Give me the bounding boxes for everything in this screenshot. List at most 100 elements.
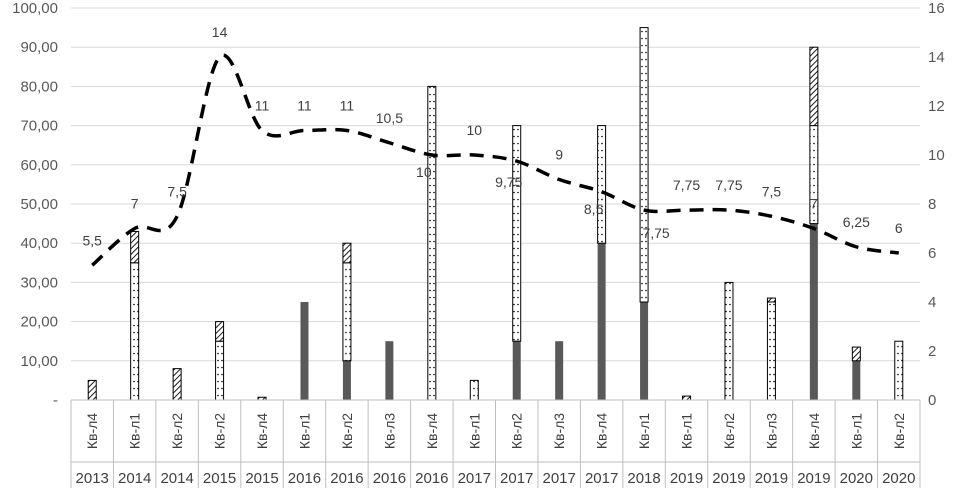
x-category-label: Кв-л2 (891, 413, 907, 449)
x-year-label: 2018 (627, 470, 660, 487)
rate-series-line (91, 53, 900, 267)
y2-tick-label: 8 (928, 196, 936, 213)
y2-tick-label: 6 (928, 245, 936, 262)
rate-data-label: 7,75 (673, 177, 700, 193)
x-year-label: 2019 (670, 470, 703, 487)
y-tick-label: 80,00 (20, 78, 58, 95)
x-year-label: 2016 (373, 470, 406, 487)
y-tick-label: 10,00 (20, 353, 58, 370)
rate-data-label: 9 (555, 147, 563, 163)
hatched-bar (215, 321, 225, 342)
y-tick-label: 100,00 (12, 0, 58, 17)
x-year-label: 2017 (585, 470, 618, 487)
solid-bar (342, 360, 351, 400)
y2-tick-label: 14 (928, 49, 945, 66)
solid-bar (300, 302, 309, 400)
y-tick-label: 70,00 (20, 118, 58, 135)
x-year-label: 2015 (245, 470, 278, 487)
y-tick-label: 20,00 (20, 314, 58, 331)
rate-data-label: 11 (255, 98, 270, 114)
solid-bar (555, 341, 564, 400)
x-category-label: Кв-л1 (296, 413, 312, 449)
solid-bar (852, 360, 861, 400)
rate-data-label: 7,5 (762, 183, 782, 199)
x-year-label: 2019 (755, 470, 788, 487)
hatched-bar (342, 242, 352, 264)
rate-data-label: 5,5 (82, 232, 102, 248)
rate-data-label: 10 (416, 164, 432, 180)
dotted-bar (894, 340, 904, 401)
rate-data-label: 9,75 (495, 174, 522, 190)
x-category-label: Кв-л3 (763, 413, 779, 449)
rate-data-label: 11 (340, 98, 355, 114)
x-year-label: 2017 (500, 470, 533, 487)
rate-data-label: 8,5 (584, 201, 604, 217)
y-tick-label: 40,00 (20, 235, 58, 252)
x-year-label: 2016 (415, 470, 448, 487)
solid-bar (640, 302, 649, 400)
rate-data-label: 7 (810, 196, 818, 212)
hatched-bar (809, 46, 819, 127)
dotted-bar (639, 27, 649, 303)
x-category-label: Кв-л2 (212, 413, 228, 449)
gridlines (71, 7, 920, 362)
data-labels: 5,5 7 7,5 14 11 11 11 10,5 10 10 9,75 9 8,5 7,75 7,75 7… (82, 24, 902, 248)
x-category-label: Кв-л4 (594, 413, 610, 449)
x-year-label: 2019 (797, 470, 830, 487)
hatched-bar (87, 379, 97, 401)
dotted-bar (597, 125, 607, 244)
solid-bar (385, 341, 394, 400)
y-tick-label: 90,00 (20, 39, 58, 56)
x-category-label: Кв-л4 (806, 413, 822, 449)
hatched-bar (766, 297, 776, 303)
rate-line (91, 53, 900, 267)
x-category-label: Кв-л1 (466, 413, 482, 449)
x-category-label: Кв-л2 (169, 413, 185, 449)
y-tick-label: 60,00 (20, 157, 58, 174)
rate-data-label: 7,5 (167, 183, 187, 199)
x-year-label: 2013 (76, 470, 109, 487)
dotted-bar (469, 379, 479, 401)
rate-data-label: 10 (466, 122, 482, 138)
y2-axis-ticks: 0 2 4 6 8 10 12 14 16 (928, 0, 945, 409)
x-year-label: 2017 (458, 470, 491, 487)
rate-data-label: 6,25 (843, 214, 870, 230)
dotted-bar (512, 125, 522, 342)
x-year-label: 2016 (288, 470, 321, 487)
x-year-label: 2017 (542, 470, 575, 487)
dotted-bar (342, 262, 352, 362)
x-year-label: 2014 (160, 470, 193, 487)
hatched-bar (172, 368, 182, 401)
rate-data-label: 7 (131, 196, 139, 212)
x-category-label: Кв-л4 (254, 413, 270, 449)
rate-data-label: 7,75 (715, 177, 742, 193)
x-category-label: Кв-л2 (339, 413, 355, 449)
hatched-bar (130, 230, 140, 264)
x-category-label: Кв-л1 (848, 413, 864, 449)
rate-data-label: 10,5 (376, 110, 403, 126)
solid-bar (512, 341, 521, 400)
dotted-bar (427, 85, 437, 401)
rate-data-label: 14 (212, 24, 228, 40)
dotted-bar (724, 281, 734, 401)
x-category-label: Кв-л1 (636, 413, 652, 449)
rate-data-label: 11 (297, 98, 312, 114)
hatched-bar (682, 395, 692, 401)
rate-data-label: 7,75 (642, 225, 669, 241)
y-tick-label: 50,00 (20, 196, 58, 213)
y-tick-label: - (53, 392, 58, 409)
x-year-label: 2019 (712, 470, 745, 487)
x-year-label: 2016 (330, 470, 363, 487)
y-tick-label: 30,00 (20, 274, 58, 291)
x-category-label: Кв-л4 (84, 413, 100, 449)
x-category-label: Кв-л3 (551, 413, 567, 449)
solid-bar (597, 243, 606, 400)
x-category-label: Кв-л2 (509, 413, 525, 449)
x-category-label: Кв-л4 (424, 413, 440, 449)
x-category-label: Кв-л3 (381, 413, 397, 449)
y2-tick-label: 10 (928, 147, 945, 164)
dotted-bar (130, 262, 140, 401)
dotted-bar (766, 301, 776, 401)
x-axis: Кв-л4 Кв-л1 Кв-л2 Кв-л2 Кв-л4 Кв-л1 Кв-л2 Кв-л3… (70, 399, 921, 488)
